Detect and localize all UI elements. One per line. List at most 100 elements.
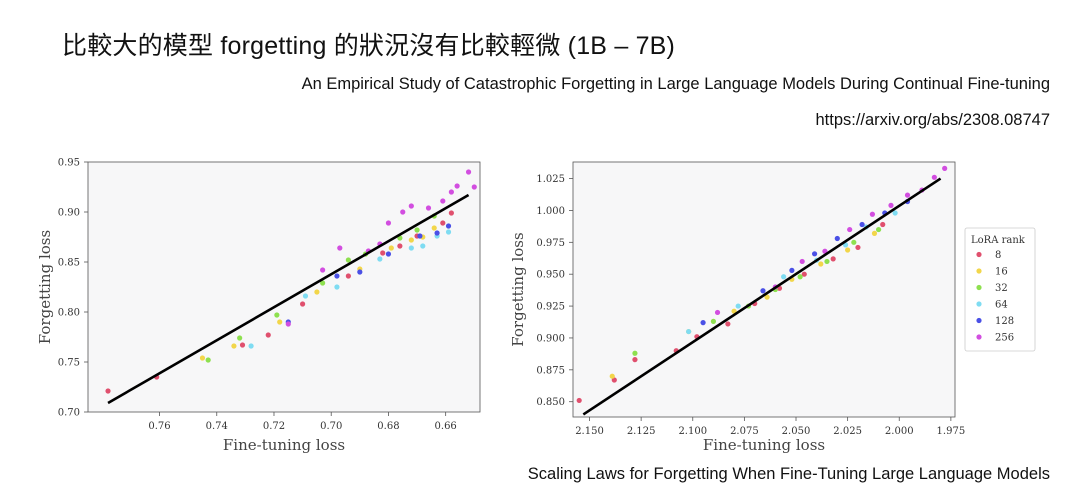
data-point-rank-128: [434, 230, 440, 236]
data-point-rank-16: [818, 261, 824, 267]
data-point-rank-8: [239, 342, 246, 348]
x-axis-label: Fine-tuning loss: [703, 436, 825, 454]
legend-label-256: 256: [995, 333, 1014, 344]
data-point-rank-16: [388, 245, 394, 251]
legend-box: [964, 227, 1036, 352]
data-point-rank-32: [274, 312, 280, 318]
chart-left: 0.76 0.74 0.72 0.70 0.68 0.66 0.70 0.75 0.80 0.85…: [36, 158, 481, 454]
y-tick-label: 0.850: [536, 397, 565, 408]
data-point-rank-256: [465, 169, 472, 175]
data-point-rank-128: [385, 251, 392, 257]
data-point-rank-128: [700, 320, 706, 326]
data-point-rank-64: [892, 210, 898, 216]
data-point-rank-32: [710, 318, 717, 324]
data-point-rank-256: [425, 205, 432, 211]
data-point-rank-128: [417, 233, 423, 239]
x-tick-label: 1.975: [937, 426, 966, 437]
data-point-rank-256: [440, 198, 446, 204]
y-tick-label: 0.925: [536, 302, 565, 313]
data-point-rank-256: [799, 258, 805, 265]
data-point-rank-256: [285, 321, 291, 327]
x-axis-label: Fine-tuning loss: [223, 436, 345, 454]
data-point-rank-32: [237, 335, 243, 341]
data-point-rank-64: [248, 343, 254, 349]
x-tick-label: 0.68: [377, 421, 399, 432]
data-point-rank-32: [320, 280, 326, 286]
data-point-rank-16: [731, 308, 737, 314]
data-point-rank-256: [400, 209, 406, 215]
data-point-rank-8: [855, 244, 861, 251]
x-tick-label: 0.76: [148, 421, 170, 432]
fit-line: [582, 177, 942, 416]
data-point-rank-8: [380, 250, 386, 256]
x-tick-label: 2.125: [627, 426, 656, 437]
data-point-rank-256: [408, 203, 414, 209]
data-point-rank-8: [725, 321, 731, 327]
data-point-rank-8: [345, 273, 351, 279]
data-point-rank-8: [265, 332, 271, 338]
data-point-rank-64: [686, 328, 692, 335]
y-tick-label: 1.025: [536, 174, 565, 185]
data-point-rank-64: [445, 229, 452, 235]
paper-caption: Scaling Laws for Forgetting When Fine-Tu…: [527, 465, 1050, 483]
data-point-rank-256: [888, 202, 894, 208]
data-point-rank-64: [781, 274, 787, 280]
data-point-rank-16: [764, 294, 770, 300]
data-point-rank-128: [789, 267, 795, 273]
data-point-rank-128: [834, 235, 840, 242]
data-point-rank-8: [105, 388, 111, 394]
y-tick-label: 0.875: [536, 365, 565, 376]
y-tick-label: 0.900: [536, 333, 565, 344]
legend: LoRA rank 8 16 32 64 128 256: [964, 227, 1036, 352]
legend-marker-128: [976, 317, 982, 324]
legend-label-16: 16: [995, 267, 1008, 278]
data-point-rank-256: [904, 192, 911, 198]
y-tick-label: 0.70: [58, 408, 80, 419]
y-tick-label: 0.975: [536, 238, 565, 249]
legend-title: LoRA rank: [971, 235, 1026, 246]
data-point-rank-8: [440, 220, 446, 226]
data-point-rank-16: [231, 343, 237, 349]
data-point-rank-128: [760, 288, 766, 294]
data-point-rank-16: [314, 289, 320, 295]
data-point-rank-256: [869, 211, 876, 217]
data-point-rank-8: [448, 210, 454, 216]
data-point-rank-128: [357, 269, 363, 275]
paper-url[interactable]: https://arxiv.org/abs/2308.08747: [815, 111, 1050, 129]
slide-title: 比較大的模型 forgetting 的狀況沒有比較輕微 (1B – 7B): [62, 32, 676, 60]
data-point-rank-128: [859, 221, 865, 228]
data-point-rank-256: [320, 267, 326, 273]
x-tick-label: 2.000: [885, 426, 914, 437]
data-point-rank-64: [420, 243, 426, 249]
data-point-rank-128: [334, 273, 340, 279]
data-point-rank-256: [942, 165, 948, 171]
data-point-rank-32: [414, 227, 420, 233]
data-point-rank-8: [611, 377, 617, 383]
data-point-rank-8: [801, 271, 807, 277]
data-point-rank-256: [847, 226, 853, 233]
data-point-rank-256: [454, 183, 460, 189]
chart-right: 2.150 2.125 2.100 2.075 2.050 2.025 2.000 1.975…: [509, 161, 1036, 454]
data-point-rank-16: [277, 319, 283, 325]
x-tick-label: 2.050: [782, 426, 811, 437]
data-point-rank-64: [735, 303, 741, 309]
y-axis-label: Forgetting loss: [509, 232, 527, 346]
legend-marker-16: [976, 268, 982, 274]
y-tick-label: 0.85: [58, 258, 80, 269]
data-point-rank-8: [880, 221, 886, 228]
x-tick-label: 0.66: [435, 421, 457, 432]
data-point-rank-64: [408, 245, 414, 251]
data-point-rank-32: [876, 226, 882, 233]
legend-label-8: 8: [995, 250, 1001, 261]
data-point-rank-256: [448, 189, 454, 195]
data-point-rank-16: [431, 225, 437, 231]
x-tick-label: 0.74: [206, 421, 228, 432]
y-tick-label: 0.80: [58, 308, 80, 319]
data-point-rank-32: [345, 257, 351, 263]
data-point-rank-8: [576, 397, 582, 404]
legend-marker-32: [976, 284, 982, 291]
y-tick-label: 1.000: [536, 206, 565, 217]
data-point-rank-256: [471, 184, 477, 190]
data-point-rank-32: [797, 274, 803, 280]
legend-label-128: 128: [995, 316, 1014, 327]
